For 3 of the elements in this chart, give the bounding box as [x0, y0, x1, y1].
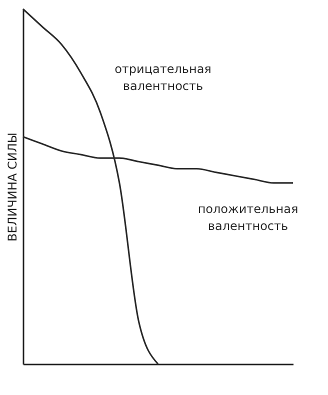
series-label: положительная валентность	[198, 202, 298, 233]
y-axis-title: ВЕЛИЧИНА СИЛЫ	[6, 132, 20, 242]
series-label: отрицательная валентность	[114, 62, 212, 93]
